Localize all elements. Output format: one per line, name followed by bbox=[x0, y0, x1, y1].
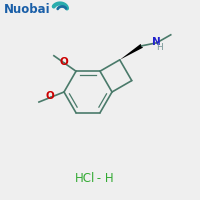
Polygon shape bbox=[120, 44, 143, 60]
Text: Nuobai: Nuobai bbox=[4, 3, 51, 16]
Text: N: N bbox=[152, 37, 161, 47]
Text: HCl: HCl bbox=[75, 171, 95, 184]
Text: O: O bbox=[46, 91, 54, 101]
Text: - H: - H bbox=[93, 171, 114, 184]
Text: O: O bbox=[59, 57, 68, 67]
Text: H: H bbox=[156, 43, 163, 52]
